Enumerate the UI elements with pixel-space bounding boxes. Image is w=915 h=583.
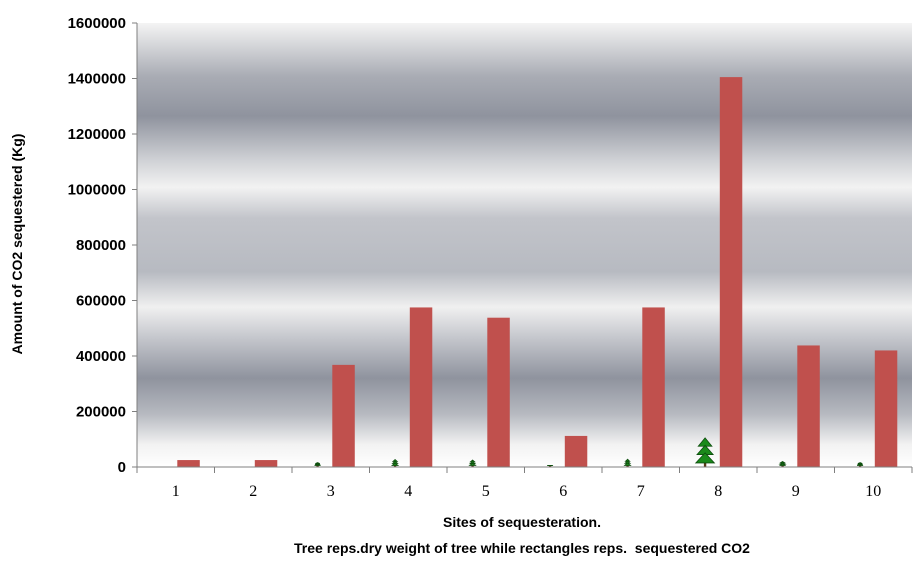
x-axis-caption: Tree reps.dry weight of tree while recta… xyxy=(294,540,750,556)
y-tick-label: 1600000 xyxy=(68,15,126,32)
co2-bar xyxy=(409,307,433,467)
x-tick-label: 3 xyxy=(327,483,335,500)
y-tick-label: 800000 xyxy=(76,237,126,254)
co2-bar xyxy=(177,460,200,467)
series-bars xyxy=(177,77,898,468)
co2-bar xyxy=(719,77,743,468)
y-tick-label: 1400000 xyxy=(68,71,126,88)
x-tick-label: 2 xyxy=(249,483,257,500)
tree-icon xyxy=(468,459,477,467)
x-axis-title: Sites of sequesteration. xyxy=(443,514,601,530)
series-trees xyxy=(314,437,864,467)
y-tick-label: 600000 xyxy=(76,293,126,310)
co2-bar xyxy=(332,364,355,467)
co2-bar xyxy=(564,435,588,467)
y-tick-label: 0 xyxy=(118,459,126,476)
y-tick-label: 200000 xyxy=(76,404,126,421)
x-tick-label: 4 xyxy=(404,483,412,500)
y-tick-label: 1200000 xyxy=(68,126,126,143)
co2-bar xyxy=(487,317,510,467)
tree-icon xyxy=(314,462,321,467)
tree-icon xyxy=(623,458,632,467)
x-tick-label: 8 xyxy=(714,483,722,500)
co2-bar xyxy=(642,307,665,467)
x-tick-label: 1 xyxy=(172,483,180,500)
x-axis-ticks: 1 2 3 4 5 6 7 8 9 10 xyxy=(136,467,913,500)
x-tick-label: 10 xyxy=(865,483,881,500)
x-tick-label: 5 xyxy=(482,483,490,500)
tree-icon xyxy=(856,462,864,467)
x-tick-label: 9 xyxy=(792,483,800,500)
tree-icon xyxy=(694,437,716,467)
plot-area xyxy=(137,23,912,467)
co2-bar xyxy=(874,350,898,467)
y-tick-label: 1000000 xyxy=(68,182,126,199)
tree-icon xyxy=(390,458,400,467)
x-tick-label: 7 xyxy=(637,483,645,500)
y-axis-ticks: 0 200000 400000 600000 800000 1000000 1200000 1… xyxy=(68,15,137,476)
tree-icon xyxy=(778,460,787,467)
co2-bar xyxy=(797,345,820,467)
tree-icon xyxy=(547,465,554,467)
co2-bar xyxy=(254,460,278,467)
x-tick-label: 6 xyxy=(559,483,567,500)
y-tick-label: 400000 xyxy=(76,348,126,365)
y-axis-title: Amount of CO2 sequestered (Kg) xyxy=(9,134,25,355)
